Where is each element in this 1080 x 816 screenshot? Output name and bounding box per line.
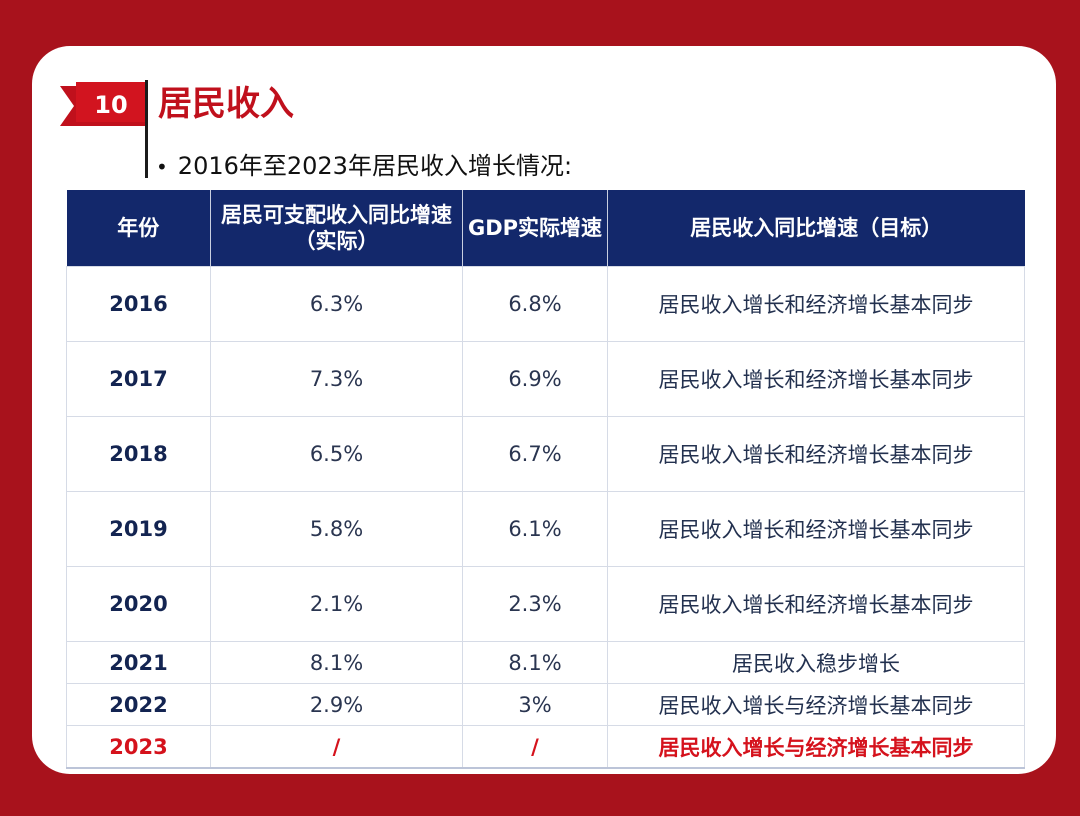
year-cell: 2019 — [66, 491, 211, 567]
gdp-growth-cell: 2.3% — [462, 566, 608, 642]
column-header-target: 居民收入同比增速（目标） — [607, 190, 1025, 267]
income-growth-cell: 6.5% — [210, 416, 463, 492]
year-cell: 2021 — [66, 641, 211, 684]
gdp-growth-cell: 8.1% — [462, 641, 608, 684]
table-row: 2017 7.3% 6.9% 居民收入增长和经济增长基本同步 — [66, 341, 1025, 417]
table-row: 2020 2.1% 2.3% 居民收入增长和经济增长基本同步 — [66, 566, 1025, 642]
gdp-growth-cell: 6.1% — [462, 491, 608, 567]
column-header-year: 年份 — [66, 190, 211, 267]
target-cell: 居民收入增长与经济增长基本同步 — [607, 683, 1025, 726]
table-row-highlighted: 2023 / / 居民收入增长与经济增长基本同步 — [66, 725, 1025, 769]
target-cell: 居民收入增长与经济增长基本同步 — [607, 725, 1025, 769]
target-cell: 居民收入增长和经济增长基本同步 — [607, 341, 1025, 417]
target-cell: 居民收入增长和经济增长基本同步 — [607, 266, 1025, 342]
target-cell: 居民收入稳步增长 — [607, 641, 1025, 684]
income-table: 年份 居民可支配收入同比增速（实际） GDP实际增速 居民收入同比增速（目标） … — [66, 190, 1025, 769]
gdp-growth-cell: / — [462, 725, 608, 769]
year-cell: 2023 — [66, 725, 211, 769]
table-row: 2019 5.8% 6.1% 居民收入增长和经济增长基本同步 — [66, 491, 1025, 567]
income-growth-cell: 6.3% — [210, 266, 463, 342]
year-cell: 2016 — [66, 266, 211, 342]
gdp-growth-cell: 3% — [462, 683, 608, 726]
table-row: 2016 6.3% 6.8% 居民收入增长和经济增长基本同步 — [66, 266, 1025, 342]
column-header-income-growth: 居民可支配收入同比增速（实际） — [210, 190, 463, 267]
column-header-gdp-growth: GDP实际增速 — [462, 190, 608, 267]
subtitle: • 2016年至2023年居民收入增长情况: — [156, 150, 572, 183]
section-number: 10 — [94, 91, 128, 119]
income-growth-cell: 8.1% — [210, 641, 463, 684]
year-cell: 2018 — [66, 416, 211, 492]
year-cell: 2020 — [66, 566, 211, 642]
year-cell: 2017 — [66, 341, 211, 417]
gdp-growth-cell: 6.9% — [462, 341, 608, 417]
gdp-growth-cell: 6.7% — [462, 416, 608, 492]
table-row: 2022 2.9% 3% 居民收入增长与经济增长基本同步 — [66, 683, 1025, 726]
target-cell: 居民收入增长和经济增长基本同步 — [607, 566, 1025, 642]
subtitle-text: 2016年至2023年居民收入增长情况: — [177, 152, 573, 180]
income-growth-cell: 7.3% — [210, 341, 463, 417]
table-header-row: 年份 居民可支配收入同比增速（实际） GDP实际增速 居民收入同比增速（目标） — [66, 190, 1025, 267]
year-cell: 2022 — [66, 683, 211, 726]
page-title: 居民收入 — [158, 84, 294, 124]
income-growth-cell: 2.9% — [210, 683, 463, 726]
table-row: 2021 8.1% 8.1% 居民收入稳步增长 — [66, 641, 1025, 684]
target-cell: 居民收入增长和经济增长基本同步 — [607, 491, 1025, 567]
bullet-icon: • — [156, 155, 168, 179]
table-row: 2018 6.5% 6.7% 居民收入增长和经济增长基本同步 — [66, 416, 1025, 492]
section-flag-icon — [60, 82, 150, 130]
gdp-growth-cell: 6.8% — [462, 266, 608, 342]
title-divider — [145, 80, 148, 178]
target-cell: 居民收入增长和经济增长基本同步 — [607, 416, 1025, 492]
income-growth-cell: 5.8% — [210, 491, 463, 567]
income-growth-cell: 2.1% — [210, 566, 463, 642]
income-growth-cell: / — [210, 725, 463, 769]
